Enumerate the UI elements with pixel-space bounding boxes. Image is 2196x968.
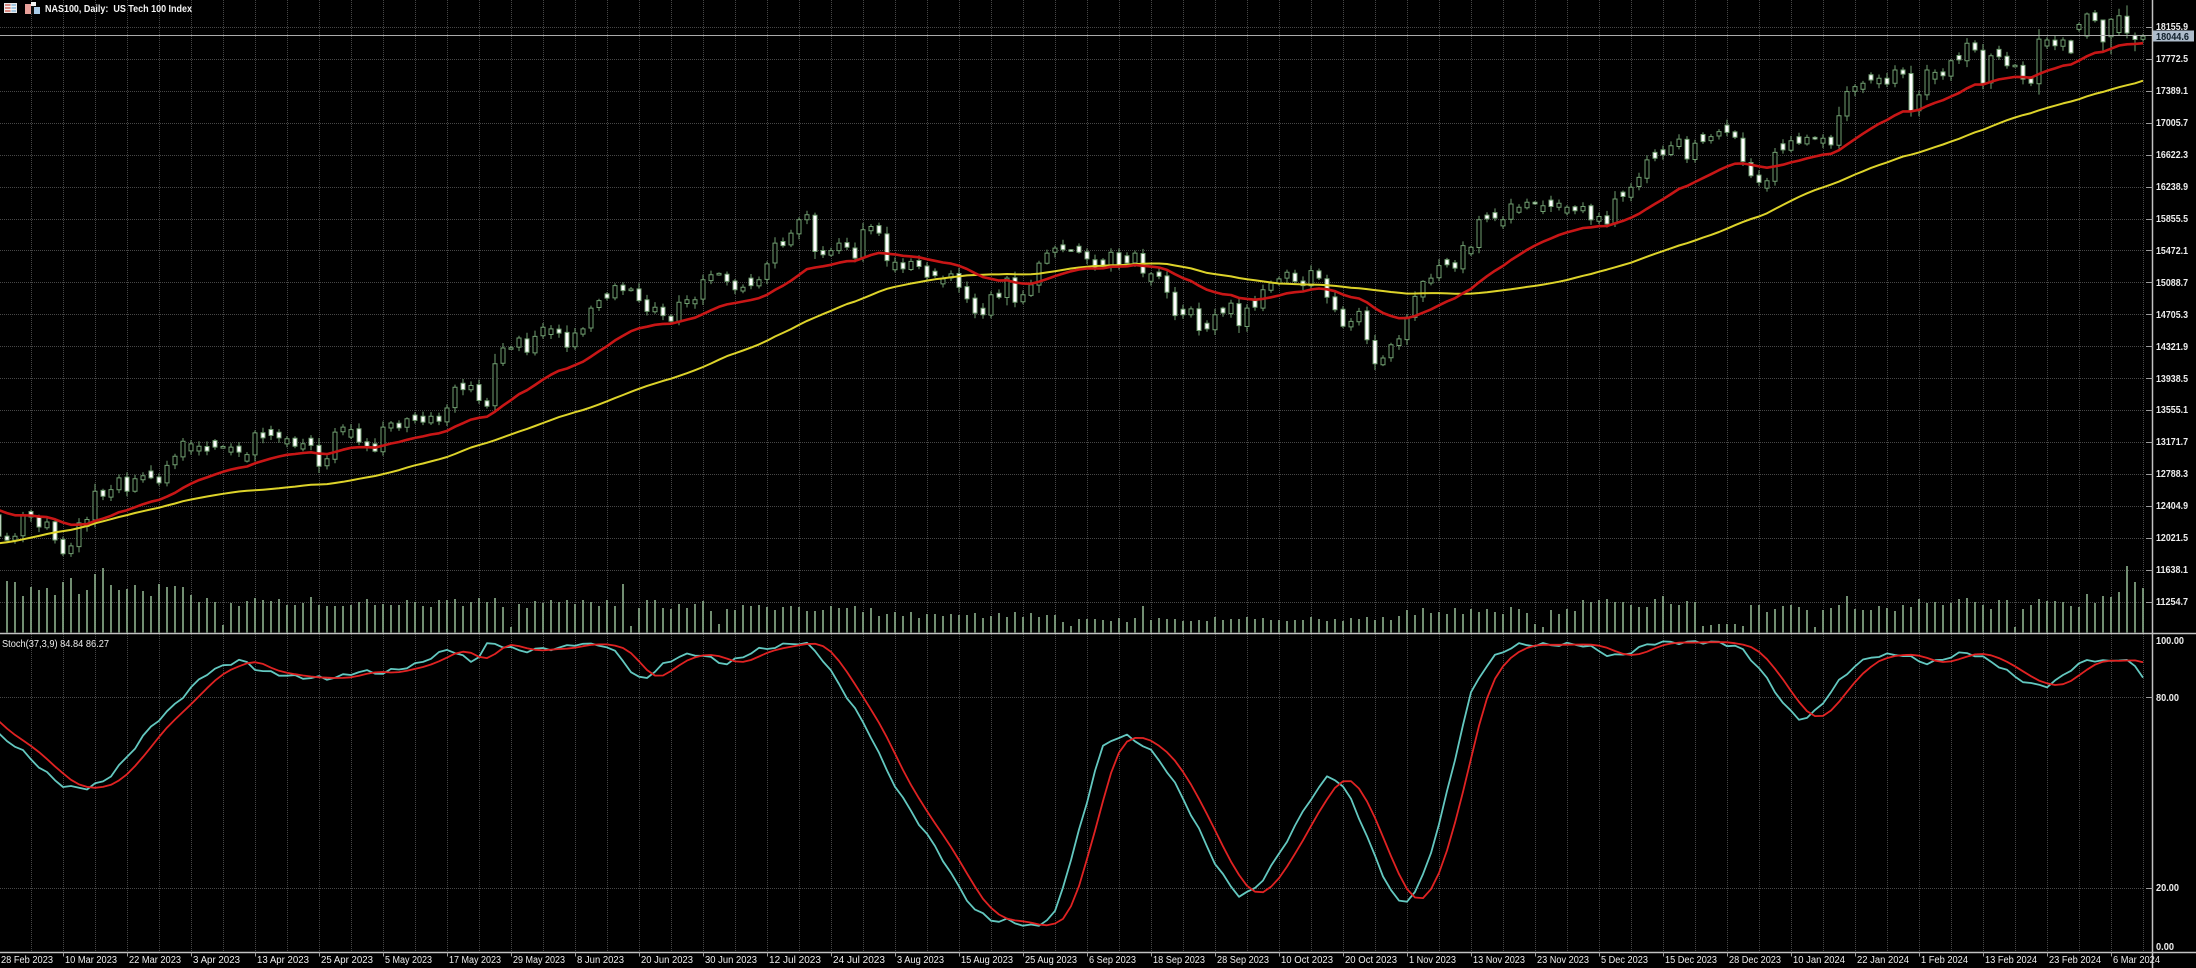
svg-text:8 Jun 2023: 8 Jun 2023 [577, 955, 624, 966]
svg-text:18044.6: 18044.6 [2156, 32, 2189, 43]
svg-text:11254.7: 11254.7 [2156, 597, 2188, 608]
svg-text:25 Aug 2023: 25 Aug 2023 [1025, 955, 1077, 966]
svg-text:6 Mar 2024: 6 Mar 2024 [2113, 955, 2160, 966]
svg-text:18 Sep 2023: 18 Sep 2023 [1153, 955, 1205, 966]
svg-text:22 Jan 2024: 22 Jan 2024 [1857, 955, 1909, 966]
svg-text:3 Apr 2023: 3 Apr 2023 [193, 955, 240, 966]
svg-text:13555.1: 13555.1 [2156, 405, 2188, 416]
svg-text:16622.3: 16622.3 [2156, 150, 2188, 161]
svg-text:10 Jan 2024: 10 Jan 2024 [1793, 955, 1845, 966]
svg-text:17 May 2023: 17 May 2023 [449, 955, 501, 966]
svg-text:29 May 2023: 29 May 2023 [513, 955, 565, 966]
svg-text:13 Nov 2023: 13 Nov 2023 [1473, 955, 1525, 966]
svg-text:Stoch(37,3,9) 84.84 86.27: Stoch(37,3,9) 84.84 86.27 [2, 638, 109, 650]
svg-text:13938.5: 13938.5 [2156, 374, 2188, 385]
svg-text:6 Sep 2023: 6 Sep 2023 [1089, 955, 1136, 966]
svg-text:24 Jul 2023: 24 Jul 2023 [833, 955, 885, 966]
svg-text:15 Aug 2023: 15 Aug 2023 [961, 955, 1013, 966]
svg-text:10 Mar 2023: 10 Mar 2023 [65, 955, 117, 966]
svg-text:13 Apr 2023: 13 Apr 2023 [257, 955, 309, 966]
svg-text:22 Mar 2023: 22 Mar 2023 [129, 955, 181, 966]
svg-text:13 Feb 2024: 13 Feb 2024 [1985, 955, 2037, 966]
svg-text:30 Jun 2023: 30 Jun 2023 [705, 955, 757, 966]
svg-text:13171.7: 13171.7 [2156, 437, 2188, 448]
svg-text:NAS100, Daily: US Tech 100 In: NAS100, Daily: US Tech 100 Index [45, 3, 192, 15]
svg-text:18155.9: 18155.9 [2156, 22, 2188, 33]
svg-text:20 Jun 2023: 20 Jun 2023 [641, 955, 693, 966]
svg-text:23 Nov 2023: 23 Nov 2023 [1537, 955, 1589, 966]
svg-text:12 Jul 2023: 12 Jul 2023 [769, 955, 821, 966]
svg-text:5 Dec 2023: 5 Dec 2023 [1601, 955, 1648, 966]
svg-text:3 Aug 2023: 3 Aug 2023 [897, 955, 944, 966]
svg-text:100.00: 100.00 [2156, 636, 2184, 647]
svg-text:20.00: 20.00 [2156, 883, 2179, 894]
svg-text:23 Feb 2024: 23 Feb 2024 [2049, 955, 2101, 966]
svg-text:28 Feb 2023: 28 Feb 2023 [1, 955, 53, 966]
svg-text:15855.5: 15855.5 [2156, 214, 2188, 225]
svg-text:20 Oct 2023: 20 Oct 2023 [1345, 955, 1397, 966]
svg-text:0.00: 0.00 [2156, 942, 2174, 953]
svg-text:28 Sep 2023: 28 Sep 2023 [1217, 955, 1269, 966]
svg-text:17005.7: 17005.7 [2156, 118, 2188, 129]
svg-text:14321.9: 14321.9 [2156, 342, 2188, 353]
svg-text:15 Dec 2023: 15 Dec 2023 [1665, 955, 1717, 966]
svg-text:80.00: 80.00 [2156, 693, 2179, 704]
svg-text:11638.1: 11638.1 [2156, 565, 2188, 576]
svg-text:1 Feb 2024: 1 Feb 2024 [1921, 955, 1968, 966]
svg-text:1 Nov 2023: 1 Nov 2023 [1409, 955, 1456, 966]
svg-text:17772.5: 17772.5 [2156, 54, 2188, 65]
svg-text:10 Oct 2023: 10 Oct 2023 [1281, 955, 1333, 966]
svg-text:12404.9: 12404.9 [2156, 501, 2188, 512]
svg-text:17389.1: 17389.1 [2156, 86, 2188, 97]
svg-text:5 May 2023: 5 May 2023 [385, 955, 432, 966]
svg-text:16238.9: 16238.9 [2156, 182, 2188, 193]
svg-text:14705.3: 14705.3 [2156, 310, 2188, 321]
svg-text:15472.1: 15472.1 [2156, 246, 2188, 257]
svg-text:15088.7: 15088.7 [2156, 278, 2188, 289]
svg-text:12021.5: 12021.5 [2156, 533, 2188, 544]
svg-text:12788.3: 12788.3 [2156, 469, 2188, 480]
svg-text:28 Dec 2023: 28 Dec 2023 [1729, 955, 1781, 966]
svg-text:25 Apr 2023: 25 Apr 2023 [321, 955, 373, 966]
